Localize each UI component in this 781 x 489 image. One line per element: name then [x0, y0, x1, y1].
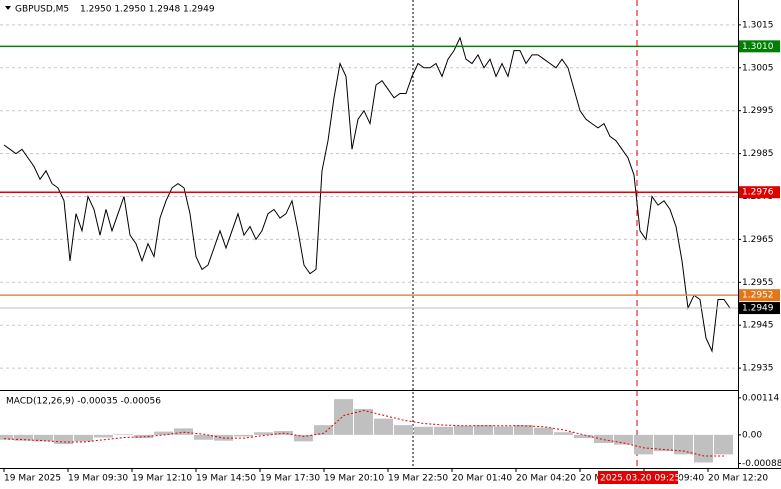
macd-bar [554, 432, 573, 435]
y-tick-label: 1.2935 [742, 364, 774, 374]
x-tick-label: 19 Mar 2025 [4, 474, 61, 484]
level-label-box [739, 186, 780, 199]
macd-bar [254, 432, 273, 435]
macd-bar [34, 434, 53, 442]
macd-bar [354, 408, 373, 435]
level-label-box [739, 302, 780, 315]
level-label-box [739, 40, 780, 53]
y-tick-label: 1.2955 [742, 278, 774, 288]
macd-bar [494, 426, 513, 435]
menu-arrow[interactable] [5, 6, 11, 10]
signal-line [3, 409, 724, 457]
y-tick-label: 1.3005 [742, 63, 774, 73]
macd-bar [714, 434, 733, 455]
x-tick-label: 19 Mar 12:10 [132, 474, 192, 484]
macd-bar [534, 427, 553, 435]
price-line [3, 36, 731, 353]
y-tick-label: 0.00114 [742, 393, 779, 403]
macd-bar [674, 434, 693, 455]
macd-bar [154, 431, 173, 435]
x-tick-label: 19 Mar 17:30 [260, 474, 320, 484]
symbol-title: GBPUSD,M5 [15, 5, 69, 15]
macd-bar [654, 434, 673, 452]
y-tick-label: 1.3015 [742, 20, 774, 30]
macd-bar [74, 434, 93, 442]
macd-bar [0, 434, 13, 440]
macd-bar [174, 428, 193, 435]
x-tick-label: 20 Mar 12:20 [708, 474, 768, 484]
macd-bar [54, 434, 73, 444]
macd-bar [194, 434, 213, 440]
macd-bar [634, 434, 653, 455]
macd-bar [474, 425, 493, 435]
macd-bar [294, 434, 313, 442]
macd-bar [234, 434, 253, 437]
x-tick-label: 20 Mar 04:20 [516, 474, 576, 484]
level-label: 1.2976 [742, 188, 774, 198]
macd-bar [334, 399, 353, 435]
ohlc-values: 1.2950 1.2950 1.2948 1.2949 [80, 5, 215, 15]
level-label: 1.2949 [742, 304, 774, 314]
crosshair-label: 2025.03.20 09:25 [600, 474, 680, 484]
crosshair-label-box [598, 471, 678, 484]
macd-bar [414, 426, 433, 435]
macd-bar [454, 425, 473, 435]
x-tick-label: 19 Mar 22:50 [388, 474, 448, 484]
macd-bar [314, 425, 333, 435]
macd-bar [14, 434, 33, 441]
level-label: 1.2952 [742, 291, 774, 301]
y-tick-label: 0.00 [742, 430, 762, 440]
x-tick-label: 20 Mar 01:40 [452, 474, 512, 484]
macd-bar [514, 425, 533, 435]
level-label-box [739, 289, 780, 302]
macd-bar [614, 434, 633, 445]
y-tick-label: -0.00088 [742, 459, 781, 469]
x-tick-label: 19 Mar 14:50 [196, 474, 256, 484]
level-label: 1.3010 [742, 42, 774, 52]
macd-bar [374, 418, 393, 435]
macd-bar [574, 434, 593, 439]
macd-bar [694, 434, 713, 463]
macd-bar [394, 425, 413, 435]
macd-bar [114, 434, 133, 435]
y-tick-label: 1.2945 [742, 321, 774, 331]
y-tick-label: 1.2995 [742, 106, 774, 116]
x-tick-label: 19 Mar 09:30 [68, 474, 128, 484]
y-tick-label: 1.2965 [742, 235, 774, 245]
x-tick-label: 19 Mar 20:10 [324, 474, 384, 484]
macd-title: MACD(12,26,9) -0.00035 -0.00056 [6, 397, 161, 407]
macd-bar [134, 434, 153, 439]
macd-bar [594, 434, 613, 443]
macd-bar [434, 426, 453, 435]
y-tick-label: 1.2985 [742, 149, 774, 159]
macd-bar [94, 434, 113, 438]
